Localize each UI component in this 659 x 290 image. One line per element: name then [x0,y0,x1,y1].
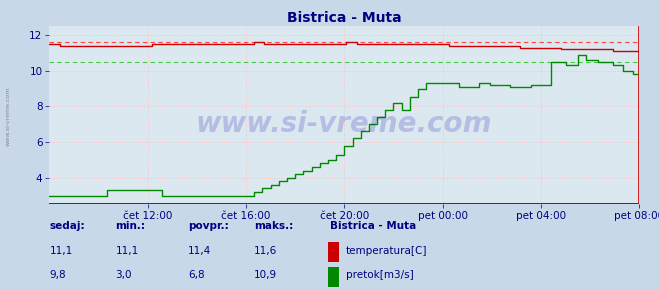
Text: 10,9: 10,9 [254,270,277,280]
Text: 6,8: 6,8 [188,270,204,280]
Text: www.si-vreme.com: www.si-vreme.com [196,110,492,138]
Text: 11,1: 11,1 [49,246,72,256]
Text: min.:: min.: [115,221,146,231]
Text: 11,4: 11,4 [188,246,211,256]
Title: Bistrica - Muta: Bistrica - Muta [287,11,401,25]
Text: temperatura[C]: temperatura[C] [346,246,428,256]
Text: pretok[m3/s]: pretok[m3/s] [346,270,414,280]
Text: 3,0: 3,0 [115,270,132,280]
Text: Bistrica - Muta: Bistrica - Muta [330,221,416,231]
Text: 11,6: 11,6 [254,246,277,256]
Text: povpr.:: povpr.: [188,221,229,231]
Text: 9,8: 9,8 [49,270,66,280]
Text: www.si-vreme.com: www.si-vreme.com [5,86,11,146]
Text: 11,1: 11,1 [115,246,138,256]
Text: maks.:: maks.: [254,221,293,231]
Text: sedaj:: sedaj: [49,221,85,231]
